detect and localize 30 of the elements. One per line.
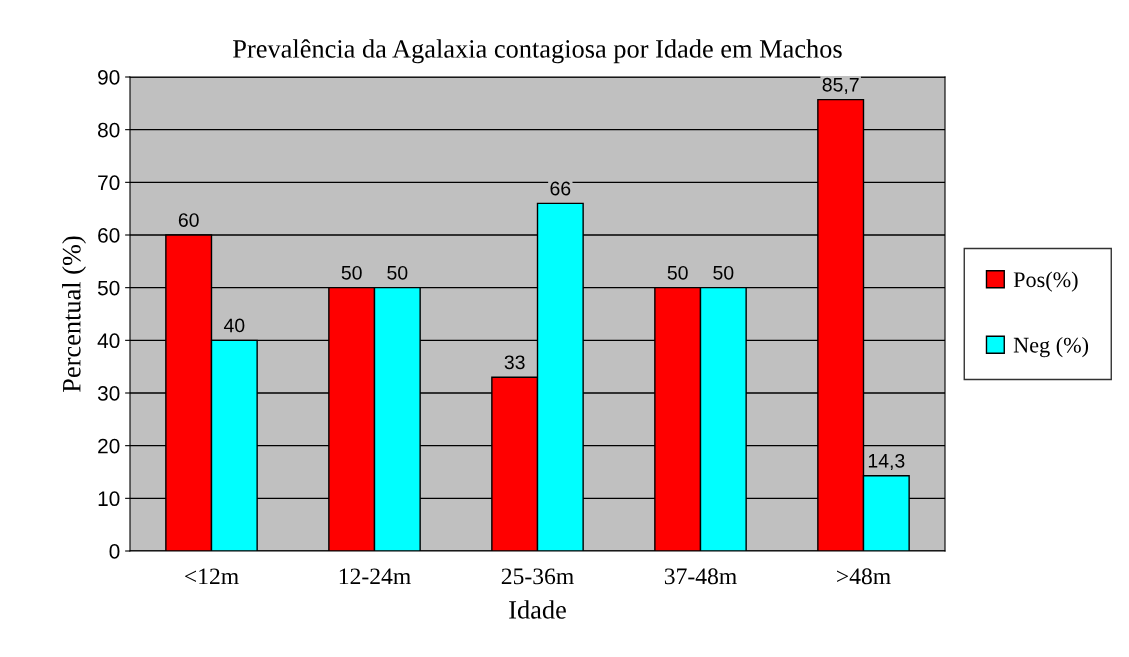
x-tick-label: <12m [185,568,239,585]
y-tick-label: 70 [98,175,120,191]
legend-label: Neg (%) [1013,336,1089,358]
y-tick-label: 0 [109,544,120,559]
y-tick-label: 60 [98,228,120,243]
y-tick-label: 20 [98,438,120,454]
x-tick-label: >48m [837,568,891,585]
data-label: 85,7 [822,77,859,94]
chart-title: Prevalência da Agalaxia contagiosa por Idade em Machos [233,39,842,64]
data-label: 33 [504,355,525,370]
data-label: 50 [387,265,408,280]
y-tick-label: 80 [98,122,120,138]
data-label: 50 [713,265,734,280]
y-tick-label: 50 [97,280,120,296]
y-tick-label: 30 [97,386,120,401]
y-tick-label: 90 [98,70,120,85]
x-tick-label: 25-36m [501,568,574,585]
x-axis-title: Idade [509,600,566,619]
x-tick-label: 37-48m [664,568,737,585]
y-tick-label: 10 [98,491,120,507]
data-label: 14,3 [868,453,905,470]
x-tick-label: 12-24m [339,568,411,585]
y-tick-label: 40 [97,333,120,349]
y-axis-title: Percentual (%) [62,236,86,392]
data-label: 50 [341,265,362,280]
legend-label: Pos(%) [1013,271,1078,292]
data-label: 50 [667,265,688,280]
data-label: 66 [550,181,571,196]
data-label: 60 [178,213,199,227]
data-label: 40 [223,318,245,333]
